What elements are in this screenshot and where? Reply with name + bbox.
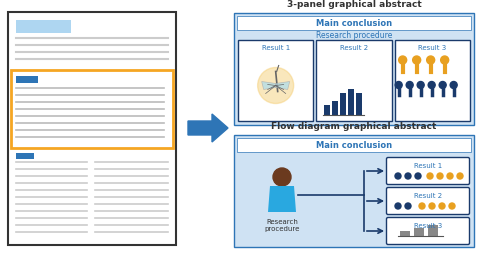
Text: 3-panel graphical abstract: 3-panel graphical abstract — [287, 0, 421, 9]
Bar — [238, 40, 313, 121]
Bar — [16, 76, 38, 83]
Bar — [316, 40, 392, 121]
Bar — [348, 89, 354, 115]
Text: Research
procedure: Research procedure — [264, 219, 300, 232]
Bar — [234, 135, 474, 247]
Polygon shape — [276, 81, 289, 89]
Circle shape — [405, 203, 411, 209]
Circle shape — [419, 203, 425, 209]
FancyBboxPatch shape — [386, 217, 469, 244]
Circle shape — [395, 173, 401, 179]
Text: Result 3: Result 3 — [418, 45, 446, 51]
Circle shape — [413, 56, 420, 64]
Circle shape — [395, 81, 402, 88]
Text: Result 2: Result 2 — [414, 193, 442, 199]
Bar — [400, 231, 410, 236]
Circle shape — [399, 56, 407, 64]
Circle shape — [427, 56, 435, 64]
Text: Result 2: Result 2 — [340, 45, 368, 51]
Bar — [16, 20, 71, 33]
Bar — [428, 225, 438, 236]
Text: Flow diagram graphical abstract: Flow diagram graphical abstract — [271, 122, 437, 131]
Polygon shape — [262, 81, 276, 89]
Bar — [340, 93, 347, 115]
Bar — [324, 105, 330, 115]
Bar — [16, 153, 34, 159]
Circle shape — [441, 56, 449, 64]
Circle shape — [395, 203, 401, 209]
Bar — [356, 93, 362, 115]
Bar — [8, 12, 176, 245]
Circle shape — [406, 81, 413, 88]
Text: Main conclusion: Main conclusion — [316, 141, 392, 150]
Circle shape — [427, 173, 433, 179]
Bar — [414, 228, 424, 236]
Circle shape — [415, 173, 421, 179]
Bar — [395, 40, 470, 121]
Bar — [234, 13, 474, 125]
Circle shape — [428, 81, 435, 88]
Text: Research procedure: Research procedure — [316, 31, 392, 40]
Bar — [11, 70, 173, 148]
Text: Result 3: Result 3 — [414, 223, 442, 229]
Circle shape — [449, 203, 455, 209]
Circle shape — [429, 203, 435, 209]
Circle shape — [439, 203, 445, 209]
Circle shape — [437, 173, 443, 179]
Circle shape — [258, 68, 294, 104]
Text: Main conclusion: Main conclusion — [316, 19, 392, 27]
Circle shape — [447, 173, 453, 179]
Text: Result 1: Result 1 — [414, 163, 442, 169]
Circle shape — [417, 81, 424, 88]
Bar — [237, 138, 471, 152]
Circle shape — [457, 173, 463, 179]
Bar — [332, 101, 338, 115]
Polygon shape — [268, 186, 296, 212]
Circle shape — [405, 173, 411, 179]
Circle shape — [273, 168, 291, 186]
Polygon shape — [188, 114, 228, 142]
Circle shape — [439, 81, 446, 88]
Bar — [237, 16, 471, 30]
FancyBboxPatch shape — [386, 158, 469, 185]
Text: Result 1: Result 1 — [262, 45, 290, 51]
FancyBboxPatch shape — [386, 188, 469, 215]
Circle shape — [450, 81, 457, 88]
